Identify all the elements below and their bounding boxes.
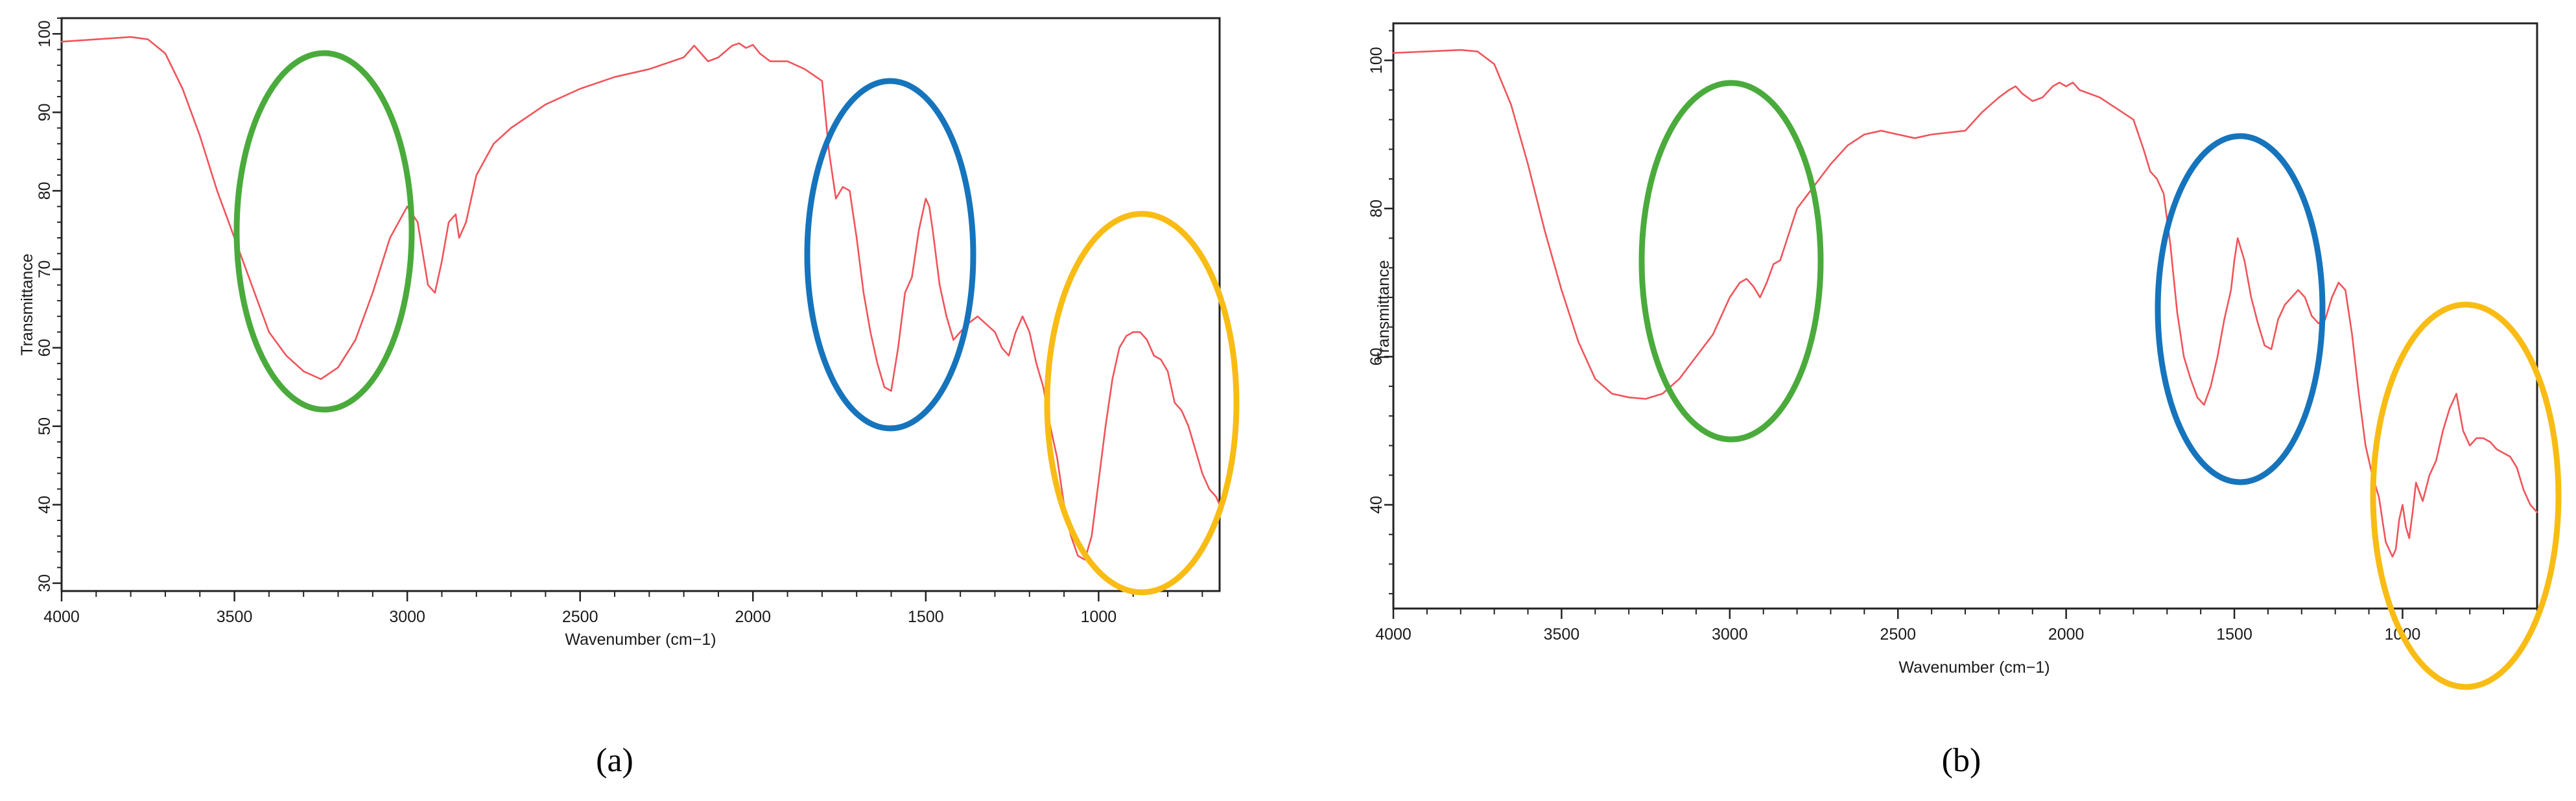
y-ticks: 30 40 50 60 70 80 90 100: [36, 17, 62, 592]
x-axis-title: Wavenumber (cm−1): [1898, 658, 2050, 677]
x-ticks: 4000 3500 3000 2500 2000 1500 1000: [1375, 609, 2538, 644]
y-axis-title: Transmittance: [18, 253, 36, 355]
spectrum-line: [60, 36, 1221, 561]
y-tick-label: 100: [1367, 47, 1386, 74]
fingerprint-region-highlight-ellipse: [2370, 301, 2562, 690]
fingerprint-region-highlight-ellipse: [1044, 211, 1240, 596]
x-axis-title: Wavenumber (cm−1): [565, 631, 716, 649]
x-tick-label: 4000: [1375, 625, 1412, 644]
x-tick-label: 2000: [735, 608, 771, 626]
x-tick-label: 3500: [217, 608, 253, 626]
plot-frame: [1392, 22, 2538, 610]
y-tick-label: 60: [1367, 347, 1386, 366]
y-tick-label: 70: [36, 261, 54, 279]
x-tick-label: 2000: [2048, 625, 2085, 644]
spectrum-line: [1392, 49, 2538, 558]
y-tick-label: 50: [36, 417, 54, 435]
oh-region-highlight-ellipse: [1638, 80, 1824, 443]
y-tick-label: 80: [36, 182, 54, 200]
y-axis-title: Transmittance: [1375, 260, 1393, 362]
carbonyl-region-highlight-ellipse: [2155, 133, 2326, 485]
x-tick-label: 1000: [1081, 608, 1117, 626]
x-tick-label: 1500: [908, 608, 944, 626]
x-tick-label: 2500: [562, 608, 598, 626]
panel-label-a: (a): [596, 742, 633, 779]
x-tick-label: 2500: [1880, 625, 1916, 644]
panel-label-b: (b): [1942, 742, 1981, 779]
x-tick-label: 4000: [43, 608, 80, 626]
x-tick-label: 1500: [2216, 625, 2252, 644]
y-tick-label: 100: [36, 20, 54, 47]
x-tick-label: 3000: [389, 608, 425, 626]
carbonyl-region-highlight-ellipse: [804, 78, 976, 432]
y-tick-label: 80: [1367, 200, 1386, 218]
plot-frame: [60, 17, 1221, 592]
x-ticks: 4000 3500 3000 2500 2000 1500 1000: [43, 591, 1203, 626]
y-tick-label: 40: [36, 496, 54, 514]
x-tick-label: 3500: [1544, 625, 1580, 644]
y-tick-label: 60: [36, 339, 54, 357]
oh-region-highlight-ellipse: [233, 50, 415, 413]
y-tick-label: 90: [36, 103, 54, 121]
y-tick-label: 30: [36, 574, 54, 592]
x-tick-label: 3000: [1712, 625, 1748, 644]
y-tick-label: 40: [1367, 496, 1386, 514]
y-ticks: 40 60 80 100: [1367, 30, 1393, 595]
chart-panel-a: 4000 3500 3000 2500 2000 1500 1000 30 40 50 60 70 8…: [18, 17, 1240, 779]
